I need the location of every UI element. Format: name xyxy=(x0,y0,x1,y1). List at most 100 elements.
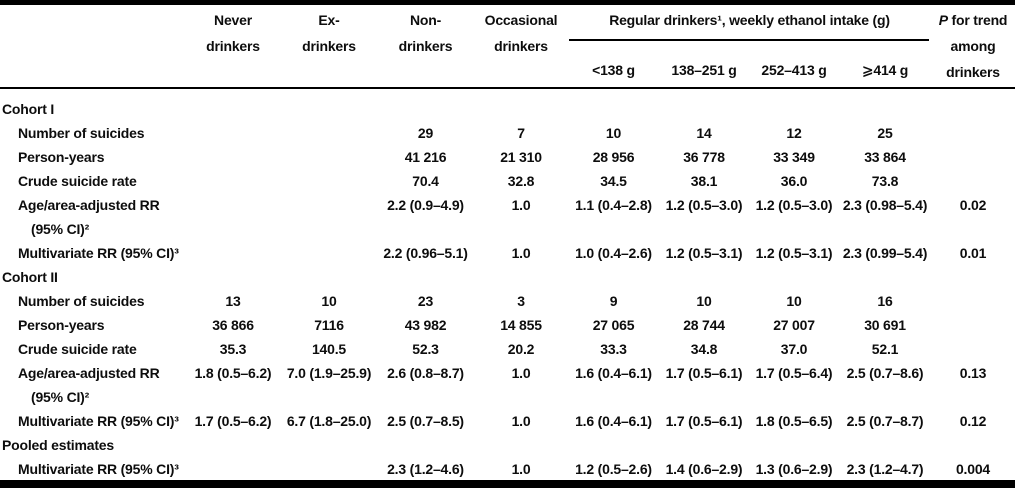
row-label: Person-years xyxy=(18,317,105,333)
cell-occasional-drinkers: 14 855 xyxy=(500,317,542,333)
cell-138-251g: 14 xyxy=(696,125,712,141)
col-header-ex-drinkers: Ex- drinkers xyxy=(281,7,377,87)
cell-252-413g: 37.0 xyxy=(780,341,808,357)
data-row: Number of suicides 13 10 23 3 9 10 10 16 xyxy=(0,289,1015,313)
col-header-line: P for trend xyxy=(931,7,1015,33)
cell-occasional-drinkers: 20.2 xyxy=(507,341,535,357)
cell-never-drinkers xyxy=(185,241,281,265)
cell-252-413g: 1.2 (0.5–3.1) xyxy=(755,245,833,261)
cell-never-drinkers: 1.8 (0.5–6.2) xyxy=(194,365,272,381)
cell-never-drinkers xyxy=(185,145,281,169)
cell-p-for-trend: 0.01 xyxy=(959,245,987,261)
cell-138-251g: 28 744 xyxy=(683,317,725,333)
cell-ex-drinkers xyxy=(281,169,377,193)
data-row: Multivariate RR (95% CI)³ 2.3 (1.2–4.6) 1.… xyxy=(0,457,1015,481)
cell-ex-drinkers xyxy=(281,145,377,169)
col-header-line: Occasional xyxy=(484,12,558,28)
cell-non-drinkers: 2.2 (0.96–5.1) xyxy=(383,245,468,261)
row-label: Number of suicides xyxy=(18,293,145,309)
section-row: Cohort II xyxy=(0,265,1015,289)
cell-252-413g: 10 xyxy=(786,293,802,309)
col-header-line: Non- xyxy=(409,12,442,28)
cell-p-for-trend: 0.004 xyxy=(955,461,991,477)
col-header-252-413g: 252–413 g xyxy=(761,62,827,78)
data-row: Person-years 36 866 7116 43 982 14 855 27 065… xyxy=(0,313,1015,337)
cell-ge-414g: 33 864 xyxy=(864,149,906,165)
cell-occasional-drinkers: 1.0 xyxy=(511,197,531,213)
cell-never-drinkers xyxy=(185,121,281,145)
section-row: Cohort I xyxy=(0,97,1015,121)
col-header-line: among xyxy=(950,38,996,54)
data-row: Age/area-adjusted RR (95% CI)² 1.8 (0.5–6.… xyxy=(0,361,1015,409)
cell-occasional-drinkers: 7 xyxy=(517,125,525,141)
cell-occasional-drinkers: 32.8 xyxy=(507,173,535,189)
row-label: Multivariate RR (95% CI)³ xyxy=(18,461,179,477)
col-header-line: drinkers xyxy=(946,64,1000,80)
col-header-p-for-trend: P for trend among drinkers xyxy=(931,7,1015,87)
col-header-line: Never xyxy=(214,12,252,28)
cell-ex-drinkers: 7.0 (1.9–25.9) xyxy=(286,365,372,381)
col-header-line: drinkers xyxy=(206,38,260,54)
cell-138-251g: 36 778 xyxy=(683,149,725,165)
cell-occasional-drinkers: 1.0 xyxy=(511,413,531,429)
cell-non-drinkers: 52.3 xyxy=(412,341,439,357)
cell-ex-drinkers xyxy=(281,193,377,241)
col-header-lt-138g: <138 g xyxy=(592,62,635,78)
table-top-rule xyxy=(0,0,1015,5)
cell-ge-414g: 52.1 xyxy=(871,341,899,357)
cell-occasional-drinkers: 21 310 xyxy=(500,149,542,165)
cell-p-for-trend: 0.02 xyxy=(959,197,987,213)
cell-non-drinkers: 2.6 (0.8–8.7) xyxy=(387,365,464,381)
data-row: Number of suicides 29 7 10 14 12 25 xyxy=(0,121,1015,145)
cell-occasional-drinkers: 1.0 xyxy=(511,245,531,261)
cell-never-drinkers: 35.3 xyxy=(219,341,247,357)
section-row: Pooled estimates xyxy=(0,433,1015,457)
cell-252-413g: 36.0 xyxy=(780,173,808,189)
cell-ex-drinkers: 7116 xyxy=(314,317,344,333)
col-header-non-drinkers: Non- drinkers xyxy=(377,7,474,87)
cell-252-413g: 27 007 xyxy=(773,317,815,333)
cell-ge-414g: 30 691 xyxy=(864,317,906,333)
group-label: Regular drinkers¹, weekly ethanol intake… xyxy=(609,12,890,28)
cell-non-drinkers: 23 xyxy=(417,293,434,309)
cell-ex-drinkers xyxy=(281,121,377,145)
cell-lt-138g: 1.2 (0.5–2.6) xyxy=(575,461,652,477)
cell-never-drinkers: 1.7 (0.5–6.2) xyxy=(194,413,272,429)
cell-never-drinkers xyxy=(185,169,281,193)
cell-252-413g: 33 349 xyxy=(773,149,815,165)
cell-lt-138g: 1.6 (0.4–6.1) xyxy=(575,413,652,429)
cell-p-for-trend: 0.13 xyxy=(959,365,987,381)
table-header: Never drinkers Ex- drinkers Non- drinker… xyxy=(0,5,1015,89)
cell-never-drinkers: 36 866 xyxy=(212,317,254,333)
p-rest: for trend xyxy=(947,12,1008,28)
cell-ge-414g: 73.8 xyxy=(871,173,899,189)
cell-lt-138g: 28 956 xyxy=(592,149,635,165)
table-body: Cohort I Number of suicides 29 7 10 14 12 25 Per… xyxy=(0,89,1015,481)
col-header-138-251g: 138–251 g xyxy=(671,62,737,78)
cell-ge-414g: 16 xyxy=(877,293,893,309)
cell-occasional-drinkers: 1.0 xyxy=(511,461,531,477)
cell-non-drinkers: 41 216 xyxy=(404,149,447,165)
cell-p-for-trend xyxy=(931,121,1015,145)
cell-252-413g: 1.2 (0.5–3.0) xyxy=(755,197,833,213)
cell-138-251g: 34.8 xyxy=(690,341,718,357)
row-label: Age/area-adjusted RR (95% CI)² xyxy=(18,197,160,237)
col-header-line: drinkers xyxy=(302,38,356,54)
header-spacer xyxy=(0,7,185,87)
cell-ge-414g: 25 xyxy=(877,125,893,141)
row-label: Person-years xyxy=(18,149,105,165)
cell-ex-drinkers: 6.7 (1.8–25.0) xyxy=(286,413,372,429)
cell-ge-414g: 2.3 (0.98–5.4) xyxy=(842,197,928,213)
cell-138-251g: 1.4 (0.6–2.9) xyxy=(665,461,743,477)
cell-ge-414g: 2.5 (0.7–8.6) xyxy=(846,365,924,381)
cell-non-drinkers: 43 982 xyxy=(404,317,447,333)
cell-138-251g: 1.2 (0.5–3.0) xyxy=(665,197,743,213)
col-header-never-drinkers: Never drinkers xyxy=(185,7,281,87)
row-label: Multivariate RR (95% CI)³ xyxy=(18,413,179,429)
col-header-line: drinkers xyxy=(398,38,453,54)
cell-ex-drinkers xyxy=(281,241,377,265)
cell-non-drinkers: 29 xyxy=(417,125,434,141)
row-label: Multivariate RR (95% CI)³ xyxy=(18,245,179,261)
table-bottom-rule xyxy=(0,480,1015,488)
